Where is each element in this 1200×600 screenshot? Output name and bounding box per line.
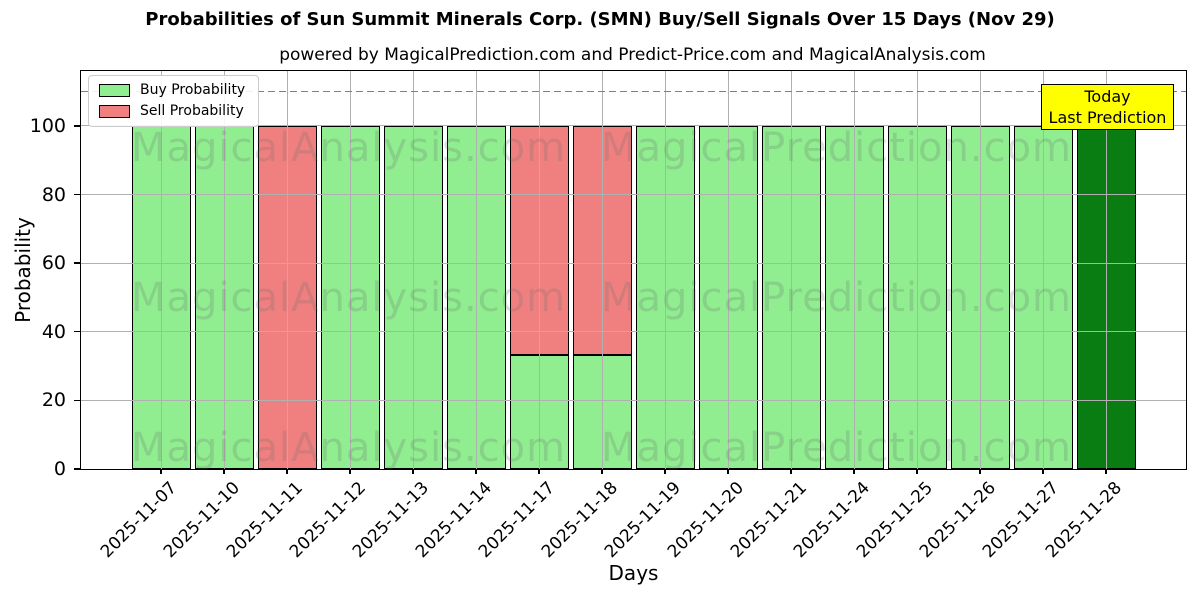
watermark-text: MagicalAnalysis.com — [131, 125, 567, 171]
h-gridline-80 — [81, 194, 1186, 196]
v-gridline — [727, 71, 729, 469]
y-tick-label: 20 — [41, 389, 66, 412]
watermark-text: MagicalAnalysis.com — [131, 275, 567, 321]
y-tick-label: 100 — [29, 114, 66, 137]
x-tick — [853, 469, 855, 474]
watermark-text: MagicalAnalysis.com — [131, 425, 567, 471]
y-tick-label: 0 — [53, 458, 66, 480]
x-axis-label: Days — [608, 561, 659, 585]
x-tick — [286, 469, 288, 474]
x-tick — [160, 469, 162, 474]
v-gridline — [223, 71, 225, 469]
v-gridline — [1042, 71, 1044, 469]
x-tick — [538, 469, 540, 474]
v-gridline — [1105, 71, 1107, 469]
legend-label: Sell Probability — [140, 103, 244, 119]
chart-title: Probabilities of Sun Summit Minerals Cor… — [145, 9, 1055, 30]
x-tick — [349, 469, 351, 474]
y-tick — [74, 262, 80, 264]
h-gridline-20 — [81, 399, 1186, 401]
x-tick — [412, 469, 414, 474]
watermark-text: MagicalPrediction.com — [601, 125, 1072, 171]
x-tick — [1042, 469, 1044, 474]
y-tick-label: 80 — [41, 183, 66, 206]
v-gridline — [538, 71, 540, 469]
y-tick-label: 60 — [41, 252, 66, 275]
x-tick — [727, 469, 729, 474]
v-gridline — [790, 71, 792, 469]
h-gridline-60 — [81, 262, 1186, 264]
x-tick — [1105, 469, 1107, 474]
v-gridline — [601, 71, 603, 469]
v-gridline — [349, 71, 351, 469]
x-tick — [979, 469, 981, 474]
x-tick — [916, 469, 918, 474]
v-gridline — [853, 71, 855, 469]
legend-label: Buy Probability — [140, 82, 246, 98]
h-gridline-40 — [81, 331, 1186, 333]
watermark-text: MagicalPrediction.com — [601, 425, 1072, 471]
v-gridline — [286, 71, 288, 469]
v-gridline — [412, 71, 414, 469]
x-tick — [475, 469, 477, 474]
buy-swatch-icon — [99, 84, 130, 97]
v-gridline — [160, 71, 162, 469]
today-annotation: Today Last Prediction — [1041, 84, 1174, 130]
h-gridline-100 — [81, 125, 1186, 127]
y-tick — [74, 468, 80, 470]
v-gridline — [475, 71, 477, 469]
x-tick — [664, 469, 666, 474]
y-tick — [74, 399, 80, 402]
legend-item-sell: Sell Probability — [99, 104, 245, 119]
chart-subtitle: powered by MagicalPrediction.com and Pre… — [279, 45, 986, 65]
v-gridline — [916, 71, 918, 469]
y-tick — [74, 193, 80, 196]
v-gridline — [979, 71, 981, 469]
y-tick — [74, 125, 80, 127]
x-tick — [790, 469, 792, 474]
legend-item-buy: Buy Probability — [99, 83, 245, 98]
v-gridline — [664, 71, 666, 469]
y-tick — [74, 331, 80, 333]
threshold-dashed-line — [81, 90, 1186, 93]
watermark-text: MagicalPrediction.com — [601, 275, 1072, 321]
plot-area: Buy Probability Sell Probability Today La… — [11, 70, 1187, 585]
y-tick-label: 40 — [41, 320, 66, 343]
x-tick — [601, 469, 603, 474]
sell-swatch-icon — [99, 105, 130, 118]
legend: Buy Probability Sell Probability — [88, 75, 260, 127]
today-annotation-line2: Last Prediction — [1048, 108, 1167, 127]
today-annotation-line1: Today — [1084, 87, 1131, 106]
x-tick — [223, 469, 225, 474]
